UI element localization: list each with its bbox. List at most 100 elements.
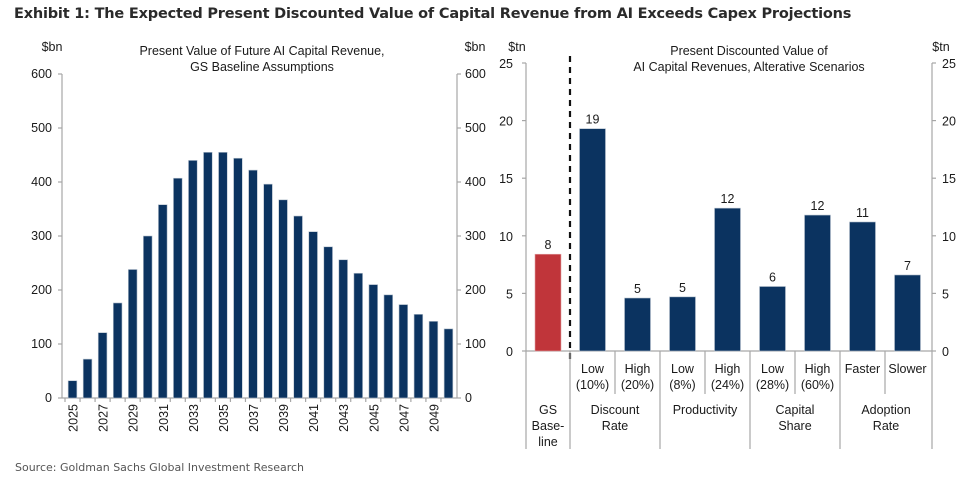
data-label: 6 <box>769 270 776 284</box>
group-label: Productivity <box>673 403 738 417</box>
data-label: 12 <box>721 192 735 206</box>
data-label: 5 <box>634 282 641 296</box>
y-tick-label-left: 10 <box>499 230 513 244</box>
x-tick-label: 2045 <box>367 404 381 432</box>
bar-2041 <box>308 231 318 399</box>
bar-2037 <box>248 169 258 399</box>
x-tick-label: 2035 <box>217 404 231 432</box>
group-label: Rate <box>873 419 899 433</box>
bar-gs-base-line-value <box>534 253 562 352</box>
bar-discount-rate-high <box>624 297 651 352</box>
y-tick-label-left: 25 <box>499 57 513 71</box>
y-tick-label-right: 15 <box>942 172 956 186</box>
y-tick-label-left: 15 <box>499 172 513 186</box>
y-tick-label-right: 200 <box>465 283 486 297</box>
category-label: (8%) <box>669 378 695 392</box>
bar-productivity-high <box>714 207 741 352</box>
exhibit-title: Exhibit 1: The Expected Present Discount… <box>14 6 852 22</box>
bar-2050 <box>443 328 454 399</box>
y-tick-label-left: 100 <box>31 337 52 351</box>
left-chart-title: Present Value of Future AI Capital Reven… <box>139 44 384 58</box>
category-label: High <box>805 362 831 376</box>
category-label: Slower <box>888 362 926 376</box>
y-tick-label-right: 0 <box>942 345 949 359</box>
right-chart-ylabel-left: $tn <box>508 40 525 54</box>
group-label: Base- <box>532 419 565 433</box>
bar-2034 <box>203 152 213 399</box>
y-tick-label-right: 10 <box>942 230 956 244</box>
category-label: Low <box>581 362 605 376</box>
source-note: Source: Goldman Sachs Global Investment … <box>15 461 305 474</box>
bar-capital-share-high <box>804 214 831 352</box>
category-label: High <box>625 362 651 376</box>
y-tick-label-right: 300 <box>465 229 486 243</box>
category-label: High <box>715 362 741 376</box>
bar-2030 <box>143 235 153 399</box>
bar-2038 <box>263 183 273 399</box>
y-tick-label-left: 200 <box>31 283 52 297</box>
group-label: GS <box>539 403 557 417</box>
y-tick-label-left: 400 <box>31 175 52 189</box>
left-chart-ylabel-left: $bn <box>42 40 63 54</box>
x-tick-label: 2033 <box>187 404 201 432</box>
x-tick-label: 2025 <box>67 404 81 432</box>
y-tick-label-right: 500 <box>465 121 486 135</box>
y-tick-label-right: 400 <box>465 175 486 189</box>
group-label: Adoption <box>861 403 910 417</box>
bar-2046 <box>383 294 393 399</box>
x-tick-label: 2029 <box>127 404 141 432</box>
y-tick-label-right: 600 <box>465 67 486 81</box>
data-label: 19 <box>586 113 600 127</box>
category-label: Faster <box>845 362 880 376</box>
bar-2039 <box>278 199 288 399</box>
y-tick-label-left: 0 <box>45 391 52 405</box>
left-chart-subtitle: GS Baseline Assumptions <box>190 60 334 74</box>
group-label: Capital <box>776 403 815 417</box>
y-tick-label-right: 20 <box>942 115 956 129</box>
x-tick-label: 2043 <box>337 404 351 432</box>
bar-2040 <box>293 215 303 399</box>
x-tick-label: 2039 <box>277 404 291 432</box>
left-chart-ylabel-right: $bn <box>465 40 486 54</box>
bar-2028 <box>112 302 123 399</box>
y-tick-label-left: 300 <box>31 229 52 243</box>
x-tick-label: 2031 <box>157 404 171 432</box>
y-tick-label-left: 5 <box>506 287 513 301</box>
bar-2036 <box>233 157 243 399</box>
bar-2031 <box>158 204 168 399</box>
category-label: Low <box>761 362 785 376</box>
y-tick-label-left: 500 <box>31 121 52 135</box>
bar-2026 <box>82 358 93 399</box>
category-label: Low <box>671 362 695 376</box>
bar-2044 <box>353 272 363 399</box>
y-tick-label-left: 20 <box>499 115 513 129</box>
bar-2042 <box>323 246 333 399</box>
bar-2043 <box>338 259 348 399</box>
category-label: (28%) <box>756 378 789 392</box>
y-tick-label-left: 0 <box>506 345 513 359</box>
bar-2029 <box>128 269 138 399</box>
y-tick-label-right: 0 <box>465 391 472 405</box>
bar-2035 <box>218 152 228 399</box>
right-chart-ylabel-right: $tn <box>932 40 949 54</box>
category-label: (24%) <box>711 378 744 392</box>
right-chart-subtitle: AI Capital Revenues, Alterative Scenario… <box>633 60 864 74</box>
x-tick-label: 2027 <box>97 404 111 432</box>
bar-2033 <box>188 160 198 399</box>
y-tick-label-right: 5 <box>942 287 949 301</box>
left-chart: 0 0 100 100 200 200 300 300 400 400 500 500 600 600 20… <box>31 67 486 432</box>
data-label: 11 <box>856 206 869 220</box>
data-label: 8 <box>545 238 552 252</box>
bar-2049 <box>428 321 439 399</box>
bar-2048 <box>413 313 424 399</box>
category-label: (10%) <box>576 378 609 392</box>
x-tick-label: 2041 <box>307 404 321 432</box>
y-tick-label-right: 100 <box>465 337 486 351</box>
group-label: line <box>538 435 558 449</box>
bar-2025 <box>67 380 78 399</box>
data-label: 5 <box>679 281 686 295</box>
bar-2032 <box>173 177 183 399</box>
bar-2047 <box>398 304 409 399</box>
data-label: 12 <box>811 199 825 213</box>
